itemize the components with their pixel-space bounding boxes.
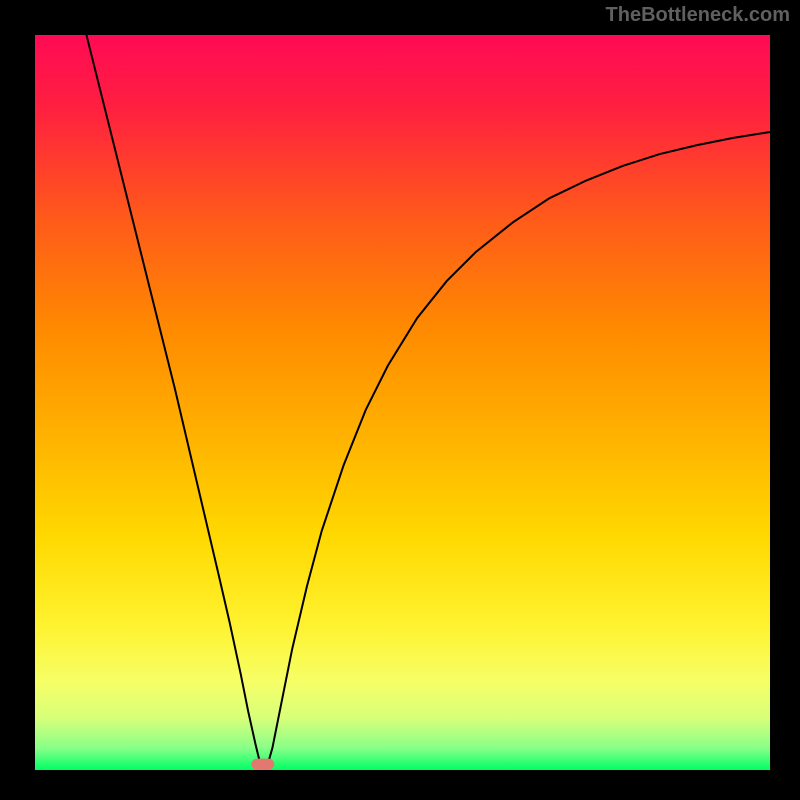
optimum-marker bbox=[251, 759, 274, 770]
bottleneck-curve bbox=[86, 35, 770, 769]
plot-area bbox=[35, 35, 770, 770]
curve-svg bbox=[35, 35, 770, 770]
watermark-label: TheBottleneck.com bbox=[606, 4, 790, 27]
chart-container: TheBottleneck.com bbox=[0, 0, 800, 800]
